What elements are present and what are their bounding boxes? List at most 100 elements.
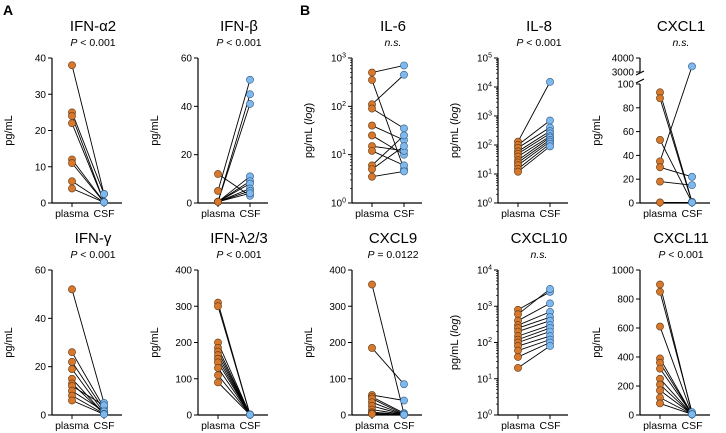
chart-cxcl1-csf-point xyxy=(688,172,696,181)
chart-cxcl11-plasma-point xyxy=(656,364,664,373)
chart-cxcl11-x-tick-label-csf: CSF xyxy=(682,420,703,432)
chart-cxcl10-plasma-point xyxy=(514,353,522,361)
chart-il-8-pair-line xyxy=(517,130,551,152)
chart-cxcl1-pair-line xyxy=(659,66,693,162)
chart-cxcl11-plasma-point xyxy=(656,399,664,408)
chart-cxcl1-x-tick-label-csf: CSF xyxy=(682,208,703,220)
chart-il-6-plasma-point xyxy=(368,104,376,113)
chart-ifn-subtitle: P < 0.001 xyxy=(70,249,115,261)
chart-cxcl10-subtitle: n.s. xyxy=(531,249,548,261)
chart-cxcl1-pair-line xyxy=(659,181,693,186)
chart-cxcl1-y-tick-label: 40 xyxy=(623,151,635,162)
chart-cxcl1-axis-break-mark xyxy=(635,78,645,84)
chart-ifn-2-y-tick-label: 30 xyxy=(35,90,47,101)
chart-cxcl1-plasma-point xyxy=(656,136,664,144)
chart-il-8: IL-8 P < 0.001 100 101 102 103 104 105 pg/mL (lo… xyxy=(449,18,568,220)
chart-ifn-pair-line xyxy=(217,176,251,203)
chart-cxcl9-y-tick-label: 0 xyxy=(340,411,346,422)
chart-il-8-y-tick-label: 100 xyxy=(477,198,492,210)
chart-il-6-pair-line xyxy=(371,170,405,178)
chart-il-6-plasma-point xyxy=(368,172,376,181)
chart-il-6-plasma-point xyxy=(368,121,376,130)
chart-il-8-y-tick-label: 104 xyxy=(477,82,492,94)
chart-cxcl1-title: CXCL1 xyxy=(657,18,705,35)
chart-il-6-pair-line xyxy=(371,65,405,73)
chart-cxcl10-y-tick-label: 100 xyxy=(477,410,492,422)
chart-ifn-2-3-plasma-point xyxy=(214,378,222,387)
chart-ifn-2-pair-line xyxy=(71,112,105,195)
chart-il-6-plasma-point xyxy=(368,76,376,84)
chart-cxcl11-y-tick-label: 0 xyxy=(628,411,634,422)
chart-ifn-pair-line xyxy=(217,192,251,203)
chart-cxcl10-plasma-point xyxy=(514,363,522,372)
chart-il-6-csf-point xyxy=(400,142,408,151)
chart-ifn-plasma-point xyxy=(68,365,76,373)
chart-cxcl9-pair-line xyxy=(371,413,405,416)
chart-ifn-y-tick-label: 20 xyxy=(35,362,47,373)
chart-ifn-pair-line xyxy=(71,390,105,412)
chart-cxcl9-plasma-point xyxy=(368,344,376,352)
chart-il-6-title: IL-6 xyxy=(380,18,406,35)
chart-il-6-x-tick-label-plasma: plasma xyxy=(355,208,389,220)
chart-cxcl10-y-tick-label: 102 xyxy=(477,337,492,349)
chart-il-8-pair-line xyxy=(517,133,551,155)
chart-ifn-2-plasma-point xyxy=(68,184,76,193)
chart-cxcl1-plasma-point xyxy=(656,163,664,172)
chart-ifn-y-tick-label: 0 xyxy=(186,199,192,210)
chart-il-8-pair-line xyxy=(517,135,551,157)
chart-ifn: IFN-β P < 0.001 0 20 40 60 pg/mL plasma CSF xyxy=(149,18,268,220)
chart-ifn-2-3-plasma-point xyxy=(214,371,222,380)
chart-il-6-y-tick-label: 101 xyxy=(331,149,346,161)
chart-ifn-x-tick-label-plasma: plasma xyxy=(55,420,89,432)
chart-ifn-y-tick-label: 60 xyxy=(35,266,47,277)
chart-cxcl1-plasma-point xyxy=(656,94,664,103)
chart-cxcl1-y-tick-label: 20 xyxy=(623,175,635,186)
chart-cxcl11-pair-line xyxy=(659,378,693,415)
chart-ifn-2-plasma-point xyxy=(68,112,76,120)
chart-il-8-title: IL-8 xyxy=(526,18,552,35)
chart-il-6-csf-point xyxy=(400,124,408,133)
chart-il-8-pair-line xyxy=(517,143,551,170)
chart-cxcl11-y-tick-label: 400 xyxy=(617,353,634,364)
chart-cxcl9-x-tick-label-plasma: plasma xyxy=(355,420,389,432)
chart-ifn-y-tick-label: 40 xyxy=(181,102,193,113)
chart-cxcl10-pair-line xyxy=(517,311,551,326)
chart-ifn-2-3: IFN-λ2/3 P < 0.001 0 100 200 300 400 pg/mL plasm… xyxy=(149,230,268,432)
chart-cxcl9-y-tick-label: 400 xyxy=(329,266,346,277)
chart-cxcl1-csf-point xyxy=(688,181,696,190)
chart-cxcl11-csf-point xyxy=(688,410,696,419)
chart-cxcl11-plasma-point xyxy=(656,287,664,296)
chart-ifn-pair-line xyxy=(217,94,251,202)
chart-cxcl9-title: CXCL9 xyxy=(369,230,417,247)
chart-il-6-pair-line xyxy=(371,135,405,166)
chart-cxcl10-y-tick-label: 103 xyxy=(477,301,492,313)
chart-ifn-2-pair-line xyxy=(71,123,105,203)
chart-ifn-plasma-point xyxy=(68,348,76,357)
panel-letter-a: A xyxy=(3,2,13,18)
chart-ifn-2-3-y-tick-label: 0 xyxy=(186,411,192,422)
chart-il-6-plasma-point xyxy=(368,165,376,174)
chart-il-6-csf-point xyxy=(400,167,408,176)
chart-cxcl9-y-tick-label: 100 xyxy=(329,374,346,385)
chart-ifn: IFN-γ P < 0.001 0 20 40 60 pg/mL plasma CSF xyxy=(3,230,122,432)
chart-ifn-pair-line xyxy=(217,103,251,202)
chart-cxcl9-y-tick-label: 300 xyxy=(329,302,346,313)
chart-cxcl9-pair-line xyxy=(371,401,405,416)
chart-ifn-csf-point xyxy=(246,100,254,108)
chart-cxcl9-plasma-point xyxy=(368,280,376,289)
chart-cxcl11-y-tick-label: 600 xyxy=(617,324,634,335)
chart-cxcl10-x-tick-label-plasma: plasma xyxy=(501,420,535,432)
chart-cxcl9-y-label: pg/mL xyxy=(303,327,315,358)
chart-ifn-2-y-tick-label: 10 xyxy=(35,162,47,173)
chart-il-8-y-label: pg/mL (log) xyxy=(449,103,461,158)
chart-cxcl9-plasma-point xyxy=(368,410,376,418)
chart-il-6-y-tick-label: 103 xyxy=(331,53,346,65)
chart-il-6-pair-line xyxy=(371,135,405,156)
chart-il-8-y-tick-label: 103 xyxy=(477,111,492,123)
chart-il-8-pair-line xyxy=(517,145,551,173)
chart-cxcl11-title: CXCL11 xyxy=(653,230,709,247)
chart-cxcl11-y-label: pg/mL xyxy=(591,327,603,358)
chart-cxcl10-title: CXCL10 xyxy=(511,230,568,247)
chart-ifn-2-3-pair-line xyxy=(217,374,251,415)
